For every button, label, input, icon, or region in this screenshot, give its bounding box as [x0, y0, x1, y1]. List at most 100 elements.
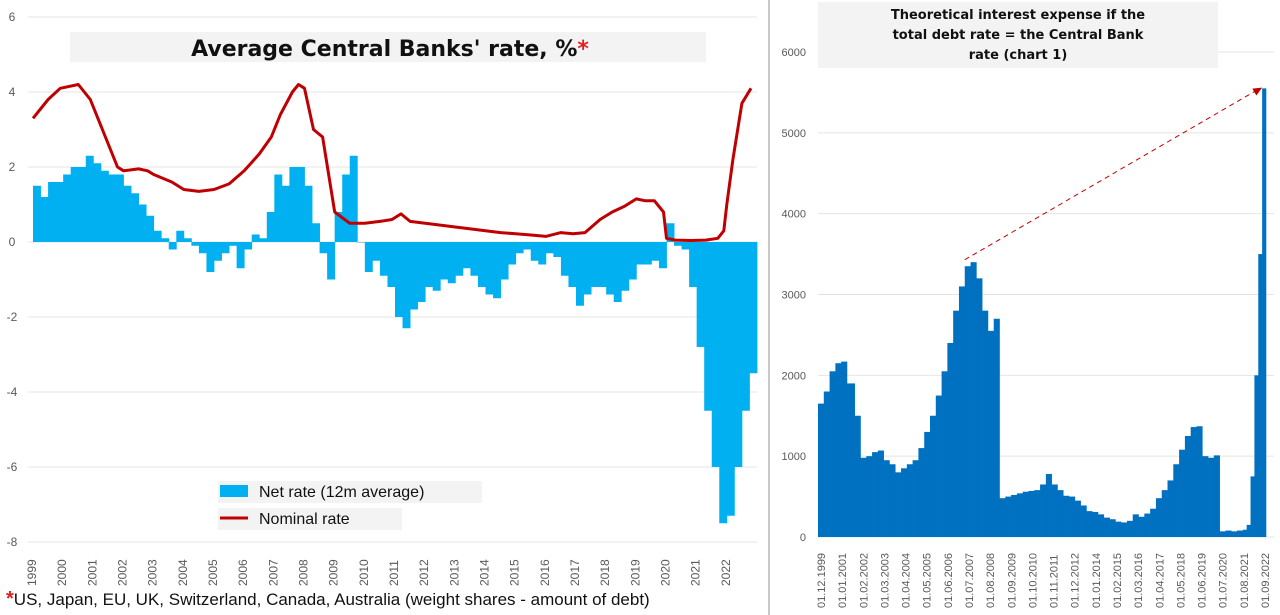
net-rate-bar — [349, 155, 358, 242]
interest-expense-bar — [1179, 449, 1186, 537]
right-x-tick-label: 01.09.2022 — [1260, 553, 1272, 608]
interest-expense-bar — [818, 403, 825, 537]
left-x-tick-label: 2009 — [327, 559, 341, 586]
net-rate-bar — [138, 204, 147, 242]
right-chart-panel: Theoretical interest expense if the tota… — [770, 0, 1280, 615]
interest-expense-bar — [1184, 435, 1191, 537]
net-rate-bar — [515, 242, 524, 254]
net-rate-bar — [425, 242, 434, 287]
interest-expense-bar — [1202, 456, 1209, 537]
interest-expense-bar — [941, 371, 948, 537]
net-rate-bar — [100, 170, 109, 242]
net-rate-bar — [395, 242, 403, 317]
interest-expense-bar — [823, 391, 830, 537]
net-rate-bar — [576, 242, 584, 306]
right-y-tick-label: 2000 — [782, 370, 806, 382]
net-rate-bar — [70, 167, 79, 242]
left-x-tick-label: 2018 — [598, 559, 612, 586]
net-rate-bar — [485, 242, 494, 295]
interest-expense-bar — [1258, 254, 1263, 538]
right-y-tick-label: 0 — [800, 532, 806, 544]
net-rate-bar — [251, 234, 260, 242]
left-x-tick-label: 2011 — [387, 560, 401, 586]
interest-expense-bar — [1262, 88, 1267, 537]
net-rate-bar — [410, 242, 419, 310]
net-rate-bar — [146, 215, 155, 242]
interest-expense-bar — [1063, 495, 1070, 537]
net-rate-bar — [591, 242, 600, 287]
interest-expense-bar — [1092, 511, 1099, 537]
net-rate-bar — [168, 242, 177, 250]
interest-expense-bar — [1167, 480, 1174, 537]
interest-expense-bar — [829, 371, 836, 537]
net-rate-bar — [319, 242, 328, 254]
net-rate-bar — [153, 230, 162, 242]
net-rate-bar — [651, 242, 660, 261]
interest-expense-bar — [999, 498, 1006, 537]
net-vs-nominal-rate-chart: Average Central Banks' rate, %* 6 4 2 0 -2 -4… — [6, 10, 758, 610]
net-rate-bar — [613, 242, 622, 302]
net-rate-bar — [432, 242, 441, 291]
interest-expense-bar — [901, 468, 908, 537]
interest-expense-bar — [860, 457, 867, 537]
interest-expense-bar — [1250, 476, 1255, 537]
right-x-tick-label: 01.08.2021 — [1239, 553, 1251, 608]
left-x-tick-labels: 1999 2000 2001 2002 2003 2004 2005 2006 2007 2008… — [25, 559, 733, 586]
interest-expense-bar — [924, 431, 931, 537]
interest-expense-bar — [1219, 531, 1226, 537]
right-y-tick-label: 3000 — [782, 290, 806, 302]
net-rate-bar — [560, 242, 569, 276]
net-rate-bar — [161, 238, 170, 242]
net-rate-bars — [33, 155, 758, 524]
interest-expense-bar — [958, 286, 966, 537]
net-rate-bar — [500, 242, 509, 280]
net-rate-bar — [493, 242, 501, 299]
interest-expense-bar — [1138, 516, 1145, 537]
interest-expense-bar — [895, 472, 902, 537]
interest-expense-bar — [1028, 490, 1035, 537]
net-rate-bar — [342, 174, 351, 242]
interest-expense-bar — [1254, 375, 1259, 537]
net-rate-bar — [545, 242, 554, 254]
interest-expense-bar — [1115, 521, 1122, 537]
legend-box-1 — [218, 481, 482, 503]
net-rate-bar — [229, 242, 238, 246]
right-x-tick-label: 01.02.2002 — [858, 553, 870, 608]
left-y-tick-label: -6 — [7, 460, 18, 474]
net-rate-bar — [696, 242, 705, 347]
net-rate-bar — [296, 167, 305, 242]
net-rate-bar — [719, 242, 728, 524]
net-rate-bar — [726, 242, 735, 516]
interest-expense-bar — [1246, 524, 1251, 537]
net-rate-bar — [440, 242, 449, 280]
right-y-tick-label: 5000 — [782, 128, 806, 140]
interest-expense-bar — [872, 452, 879, 537]
right-x-tick-label: 01.04.2017 — [1154, 553, 1166, 608]
right-title-box — [818, 2, 1218, 68]
net-rate-bar — [530, 242, 539, 261]
trend-arrow-line — [964, 90, 1257, 261]
left-y-tick-label: 0 — [9, 235, 16, 249]
net-rate-bar — [583, 242, 592, 295]
interest-expense-bar — [1034, 490, 1041, 537]
right-x-tick-label: 01.01.2001 — [837, 553, 849, 608]
interest-expense-bar — [1080, 505, 1087, 537]
net-rate-bar — [666, 223, 675, 242]
net-rate-bar — [85, 155, 94, 242]
net-rate-bar — [214, 242, 222, 261]
net-rate-bar — [711, 242, 720, 467]
interest-expense-bar — [866, 456, 873, 537]
interest-expense-bar — [846, 383, 855, 537]
interest-expense-bar — [993, 318, 1000, 537]
interest-expense-bar — [1045, 473, 1052, 537]
net-rate-bar — [402, 242, 411, 329]
net-rate-bar — [123, 185, 132, 242]
net-rate-bar — [553, 242, 562, 257]
left-x-tick-label: 2017 — [568, 559, 582, 586]
interest-expense-bar — [970, 262, 977, 537]
left-x-tick-label: 2005 — [206, 559, 220, 586]
left-x-tick-label: 2016 — [538, 559, 552, 586]
left-x-tick-label: 2012 — [417, 559, 431, 586]
interest-expense-bar — [889, 464, 896, 537]
interest-expense-bar — [1208, 457, 1215, 537]
